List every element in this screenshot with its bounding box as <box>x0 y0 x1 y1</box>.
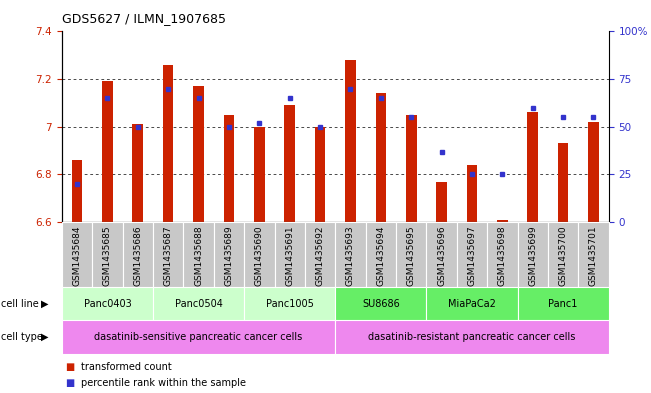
Text: SU8686: SU8686 <box>362 299 400 309</box>
Bar <box>376 94 386 222</box>
Bar <box>366 222 396 287</box>
Text: transformed count: transformed count <box>81 362 172 373</box>
Bar <box>426 287 518 320</box>
Bar <box>527 112 538 222</box>
Text: GSM1435692: GSM1435692 <box>316 225 325 286</box>
Text: Panc0403: Panc0403 <box>83 299 132 309</box>
Text: GSM1435700: GSM1435700 <box>559 225 568 286</box>
Text: GSM1435685: GSM1435685 <box>103 225 112 286</box>
Bar <box>578 222 609 287</box>
Bar <box>72 160 82 222</box>
Bar <box>335 287 426 320</box>
Text: MiaPaCa2: MiaPaCa2 <box>448 299 496 309</box>
Bar <box>548 222 578 287</box>
Bar <box>244 287 335 320</box>
Text: GSM1435696: GSM1435696 <box>437 225 446 286</box>
Bar <box>275 222 305 287</box>
Text: dasatinib-sensitive pancreatic cancer cells: dasatinib-sensitive pancreatic cancer ce… <box>94 332 303 342</box>
Text: Panc1005: Panc1005 <box>266 299 314 309</box>
Text: GSM1435698: GSM1435698 <box>498 225 507 286</box>
Text: GSM1435699: GSM1435699 <box>528 225 537 286</box>
Text: ■: ■ <box>65 362 74 373</box>
Text: GSM1435694: GSM1435694 <box>376 225 385 286</box>
Text: GSM1435684: GSM1435684 <box>72 225 81 286</box>
Bar <box>224 115 234 222</box>
Bar <box>254 127 264 222</box>
Text: cell type: cell type <box>1 332 42 342</box>
Text: GSM1435690: GSM1435690 <box>255 225 264 286</box>
Text: GSM1435693: GSM1435693 <box>346 225 355 286</box>
Text: Panc0504: Panc0504 <box>174 299 223 309</box>
Text: GDS5627 / ILMN_1907685: GDS5627 / ILMN_1907685 <box>62 12 226 25</box>
Bar <box>214 222 244 287</box>
Bar <box>345 60 355 222</box>
Bar <box>487 222 518 287</box>
Bar <box>457 222 487 287</box>
Text: GSM1435688: GSM1435688 <box>194 225 203 286</box>
Bar <box>153 287 244 320</box>
Bar <box>284 105 295 222</box>
Text: percentile rank within the sample: percentile rank within the sample <box>81 378 246 388</box>
Bar <box>467 165 477 222</box>
Bar <box>193 86 204 222</box>
Text: GSM1435701: GSM1435701 <box>589 225 598 286</box>
Text: GSM1435689: GSM1435689 <box>225 225 234 286</box>
Bar <box>102 81 113 222</box>
Bar <box>558 143 568 222</box>
Text: Panc1: Panc1 <box>548 299 578 309</box>
Bar <box>436 182 447 222</box>
Text: GSM1435686: GSM1435686 <box>133 225 143 286</box>
Text: GSM1435697: GSM1435697 <box>467 225 477 286</box>
Text: ■: ■ <box>65 378 74 388</box>
Bar <box>315 127 326 222</box>
Text: dasatinib-resistant pancreatic cancer cells: dasatinib-resistant pancreatic cancer ce… <box>368 332 575 342</box>
Text: GSM1435691: GSM1435691 <box>285 225 294 286</box>
Bar <box>518 287 609 320</box>
Text: GSM1435695: GSM1435695 <box>407 225 416 286</box>
Bar <box>406 115 417 222</box>
Bar <box>335 222 366 287</box>
Bar <box>244 222 275 287</box>
Text: cell line: cell line <box>1 299 38 309</box>
Bar <box>305 222 335 287</box>
Text: GSM1435687: GSM1435687 <box>163 225 173 286</box>
Bar <box>396 222 426 287</box>
Bar <box>133 124 143 222</box>
Bar <box>184 222 214 287</box>
Bar <box>518 222 548 287</box>
Bar <box>335 320 609 354</box>
Bar <box>92 222 122 287</box>
Text: ▶: ▶ <box>41 332 49 342</box>
Bar <box>589 122 599 222</box>
Bar <box>163 65 173 222</box>
Bar <box>426 222 457 287</box>
Bar <box>153 222 184 287</box>
Bar <box>62 287 153 320</box>
Bar <box>62 320 335 354</box>
Text: ▶: ▶ <box>41 299 49 309</box>
Bar <box>62 222 92 287</box>
Bar <box>497 220 508 222</box>
Bar <box>122 222 153 287</box>
